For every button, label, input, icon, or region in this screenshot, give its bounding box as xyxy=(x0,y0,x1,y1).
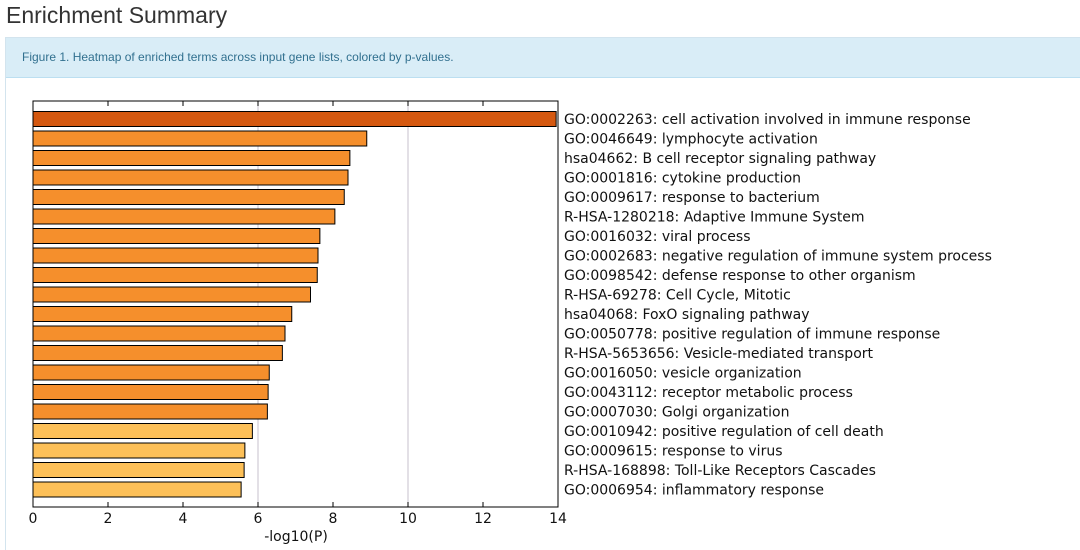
term-label: R-HSA-168898: Toll-Like Receptors Cascad… xyxy=(564,463,876,479)
bar xyxy=(32,267,318,283)
x-axis-label: -log10(P) xyxy=(264,529,328,545)
term-label: GO:0046649: lymphocyte activation xyxy=(564,132,818,148)
term-label: GO:0050778: positive regulation of immun… xyxy=(564,327,940,343)
bar xyxy=(32,189,345,205)
bar xyxy=(32,384,269,400)
bars xyxy=(32,111,557,498)
term-label: GO:0002263: cell activation involved in … xyxy=(564,112,971,128)
x-tick-label: 10 xyxy=(399,511,417,527)
bar xyxy=(32,442,246,459)
plot-frame xyxy=(32,100,559,508)
bar xyxy=(32,306,293,322)
term-label: hsa04662: B cell receptor signaling path… xyxy=(564,151,876,167)
bar xyxy=(32,325,286,342)
x-tick-label: 14 xyxy=(549,511,567,527)
x-tick-label: 8 xyxy=(329,511,338,527)
bar xyxy=(32,286,311,303)
term-label: GO:0001816: cytokine production xyxy=(564,171,801,187)
x-tick-label: 0 xyxy=(29,511,38,527)
term-label: GO:0006954: inflammatory response xyxy=(564,483,824,499)
figure-caption: Figure 1. Heatmap of enriched terms acro… xyxy=(22,50,454,64)
bar xyxy=(32,169,349,186)
x-axis-ticks: 0 2 4 6 8 10 12 14 xyxy=(29,101,567,527)
bar xyxy=(32,481,242,498)
x-tick-label: 12 xyxy=(474,511,492,527)
x-tick-label: 6 xyxy=(254,511,263,527)
bar xyxy=(32,423,253,439)
term-label: GO:0007030: Golgi organization xyxy=(564,405,789,421)
bar xyxy=(32,462,245,478)
bar xyxy=(32,208,336,225)
bar xyxy=(32,228,321,244)
term-label: GO:0009617: response to bacterium xyxy=(564,190,820,206)
bar xyxy=(32,111,557,127)
term-label: GO:0098542: defense response to other or… xyxy=(564,268,916,284)
bar xyxy=(32,130,368,147)
term-label: R-HSA-5653656: Vesicle-mediated transpor… xyxy=(564,346,874,362)
term-label: GO:0016032: viral process xyxy=(564,229,751,245)
term-labels: GO:0002263: cell activation involved in … xyxy=(564,112,992,499)
x-tick-label: 4 xyxy=(179,511,188,527)
bar xyxy=(32,345,283,361)
term-label: GO:0009615: response to virus xyxy=(564,444,783,460)
term-label: GO:0010942: positive regulation of cell … xyxy=(564,424,884,440)
term-label: R-HSA-1280218: Adaptive Immune System xyxy=(564,210,865,226)
term-label: GO:0016050: vesicle organization xyxy=(564,366,802,382)
term-label: R-HSA-69278: Cell Cycle, Mitotic xyxy=(564,288,791,304)
bar xyxy=(32,150,351,166)
bar xyxy=(32,364,270,381)
grid-lines xyxy=(257,101,409,507)
x-tick-label: 2 xyxy=(104,511,113,527)
panel-heading: Figure 1. Heatmap of enriched terms acro… xyxy=(6,38,1080,78)
bar xyxy=(32,403,268,420)
page-title: Enrichment Summary xyxy=(6,2,228,28)
term-label: GO:0002683: negative regulation of immun… xyxy=(564,249,992,265)
bar xyxy=(32,247,319,264)
term-label: GO:0043112: receptor metabolic process xyxy=(564,385,853,401)
term-label: hsa04068: FoxO signaling pathway xyxy=(564,307,810,323)
